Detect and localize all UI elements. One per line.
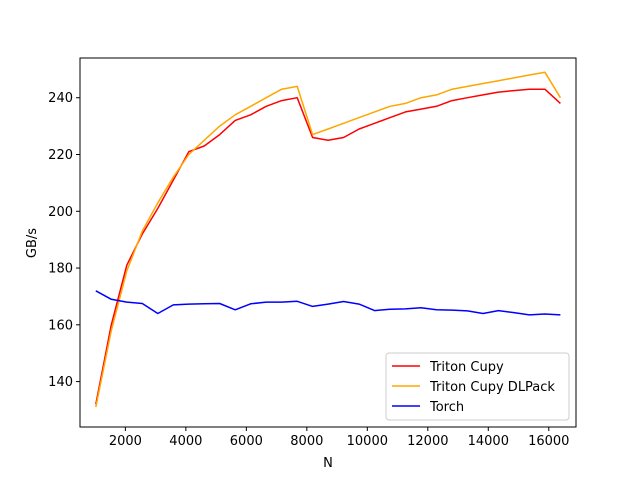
legend-label-triton-cupy: Triton Cupy (429, 360, 504, 375)
x-axis-ticks: 2000 4000 6000 8000 10000 12000 14000 16000 (109, 427, 569, 449)
y-tick-label: 140 (48, 375, 73, 390)
x-tick-label: 14000 (468, 434, 509, 449)
x-tick-label: 10000 (347, 434, 388, 449)
y-axis-label: GB/s (25, 228, 40, 258)
x-tick-label: 6000 (230, 434, 263, 449)
series-line-triton-cupy (95, 88, 561, 405)
x-tick-label: 8000 (290, 434, 323, 449)
legend-frame (385, 352, 570, 421)
x-tick-label: 16000 (528, 434, 569, 449)
y-axis-ticks: 140 160 180 200 220 240 (48, 91, 80, 390)
legend-label-triton-cupy-dlpack: Triton Cupy DLPack (429, 380, 555, 395)
series-line-triton-cupy-dlpack (95, 71, 562, 408)
y-tick-label: 200 (48, 205, 73, 220)
legend: Triton Cupy Triton Cupy DLPack Torch (385, 352, 570, 421)
plot-lines (95, 71, 562, 408)
x-tick-label: 4000 (169, 434, 202, 449)
y-tick-label: 180 (48, 262, 73, 277)
axes-frame (79, 57, 577, 428)
x-tick-label: 2000 (109, 434, 142, 449)
y-tick-label: 220 (48, 148, 73, 163)
y-tick-label: 160 (48, 318, 73, 333)
y-tick-label: 240 (48, 91, 73, 106)
x-axis-label: N (323, 456, 333, 471)
series-line-torch (95, 290, 561, 316)
legend-label-torch: Torch (429, 400, 464, 415)
x-tick-label: 12000 (407, 434, 448, 449)
